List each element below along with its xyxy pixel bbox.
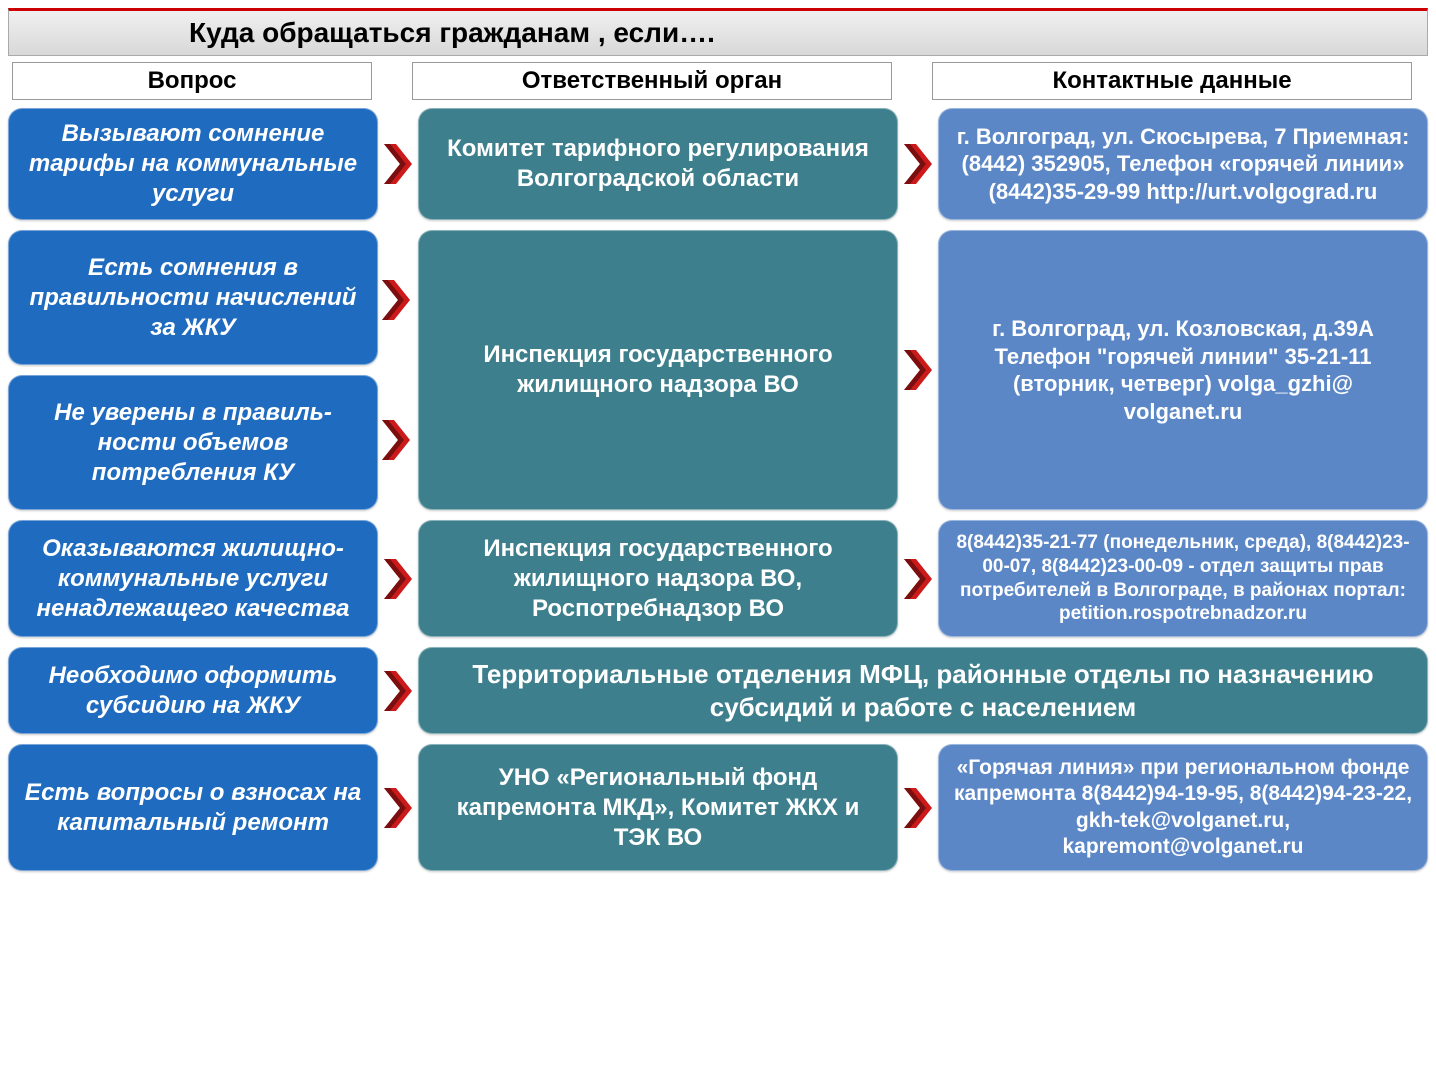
- arrow: [378, 647, 418, 734]
- arrow: [898, 230, 938, 510]
- row-1: Вызывают сомнение тарифы на коммунальные…: [8, 108, 1428, 220]
- row-2: Есть сомнения в правильности начислений …: [8, 230, 1428, 510]
- question-cell: Необходимо оформить субсидию на ЖКУ: [8, 647, 378, 734]
- row-3: Оказываются жилищно-коммунальные услуги …: [8, 520, 1428, 637]
- row-4: Необходимо оформить субсидию на ЖКУ Терр…: [8, 647, 1428, 734]
- contact-cell: г. Волгоград, ул. Скосырева, 7 Приемная:…: [938, 108, 1428, 220]
- arrow: [898, 520, 938, 637]
- question-cell: Вызывают сомнение тарифы на коммунальные…: [8, 108, 378, 220]
- contact-cell: 8(8442)35-21-77 (понедельник, среда), 8(…: [938, 520, 1428, 637]
- contact-cell: «Горячая линия» при региональном фонде к…: [938, 744, 1428, 871]
- header-contact: Контактные данные: [932, 62, 1412, 100]
- header-organ: Ответственный орган: [412, 62, 892, 100]
- page-title: Куда обращаться гражданам , если….: [8, 8, 1428, 56]
- organ-cell: УНО «Региональный фонд капремонта МКД», …: [418, 744, 898, 871]
- column-headers: Вопрос Ответственный орган Контактные да…: [8, 62, 1428, 100]
- row-5: Есть вопросы о взносах на капитальный ре…: [8, 744, 1428, 871]
- rows-container: Вызывают сомнение тарифы на коммунальные…: [8, 108, 1428, 871]
- organ-cell: Инспекция государственного жилищного над…: [418, 520, 898, 637]
- header-question: Вопрос: [12, 62, 372, 100]
- question-cell: Не уверены в правиль-ности объемов потре…: [8, 375, 378, 510]
- arrow-stack: [378, 230, 418, 510]
- organ-cell: Инспекция государственного жилищного над…: [418, 230, 898, 510]
- question-cell: Оказываются жилищно-коммунальные услуги …: [8, 520, 378, 637]
- arrow: [378, 744, 418, 871]
- question-cell: Есть сомнения в правильности начислений …: [8, 230, 378, 365]
- organ-cell: Комитет тарифного регулирования Волгогра…: [418, 108, 898, 220]
- arrow: [898, 108, 938, 220]
- organ-cell-wide: Территориальные отделения МФЦ, районные …: [418, 647, 1428, 734]
- arrow: [378, 520, 418, 637]
- arrow: [898, 744, 938, 871]
- arrow: [378, 108, 418, 220]
- question-stack: Есть сомнения в правильности начислений …: [8, 230, 378, 510]
- contact-cell: г. Волгоград, ул. Козловская, д.39А Теле…: [938, 230, 1428, 510]
- question-cell: Есть вопросы о взносах на капитальный ре…: [8, 744, 378, 871]
